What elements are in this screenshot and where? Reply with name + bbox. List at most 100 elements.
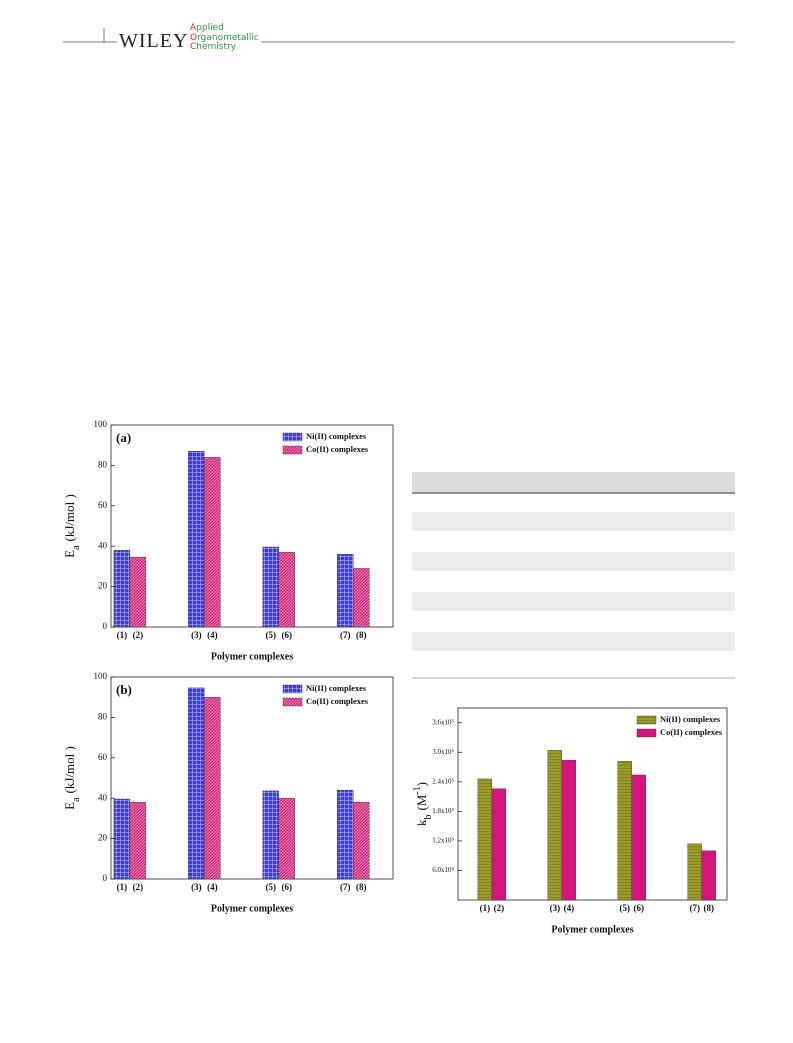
y-label-unit: ) — [414, 782, 429, 786]
table-row — [412, 512, 735, 531]
y-label-unit: (kJ/mol ) — [62, 494, 77, 541]
x-tick-label: (2) — [494, 903, 505, 913]
y-tick-label: 40 — [98, 792, 108, 802]
bar — [262, 546, 279, 628]
y-tick-label: 40 — [98, 540, 108, 550]
bar — [701, 850, 716, 901]
bar — [129, 802, 147, 880]
table-row — [412, 632, 735, 651]
bar — [617, 760, 632, 901]
panel-label: (b) — [116, 682, 132, 697]
x-tick-label: (4) — [207, 882, 218, 892]
publisher: WILEY — [117, 30, 191, 52]
x-tick-label: (4) — [564, 903, 575, 913]
legend-label: Ni(II) complexes — [306, 683, 367, 693]
legend-swatch — [282, 697, 303, 707]
x-tick-label: (5) — [266, 630, 277, 640]
y-axis-label: kb (M-1) — [412, 782, 434, 826]
y-axis-label: Ea (kJ/mol ) — [62, 494, 82, 558]
bar — [353, 802, 370, 880]
y-tick-label: 80 — [98, 459, 108, 469]
legend-label: Ni(II) complexes — [306, 431, 367, 441]
table-header — [412, 472, 735, 492]
x-tick-label: (1) — [117, 630, 128, 640]
bar — [204, 697, 221, 880]
bar — [687, 843, 702, 901]
x-tick-label: (6) — [282, 630, 293, 640]
bar — [262, 790, 279, 880]
x-axis-label: Polymer complexes — [211, 651, 293, 662]
y-tick-label: 3.0x10⁵ — [432, 748, 454, 756]
x-tick-label: (2) — [133, 882, 144, 892]
legend-swatch — [282, 432, 303, 442]
bar — [561, 759, 577, 901]
y-tick-label: 1.2x10⁵ — [432, 837, 454, 845]
bar — [547, 750, 563, 901]
x-tick-label: (8) — [356, 882, 367, 892]
x-tick-label: (4) — [207, 630, 218, 640]
x-tick-label: (5) — [266, 882, 277, 892]
journal-name: Applied Organometallic Chemistry — [190, 23, 261, 53]
legend-label: Co(II) complexes — [660, 727, 723, 737]
plot-frame — [110, 424, 394, 628]
legend-label: Co(II) complexes — [306, 444, 369, 454]
y-label-symbol: k — [414, 819, 429, 826]
table-row — [412, 552, 735, 571]
x-axis-label: Polymer complexes — [211, 903, 293, 914]
y-tick-label: 6.0x10⁴ — [432, 866, 454, 874]
y-tick-label: 1.8x10⁵ — [432, 807, 454, 815]
bar — [491, 788, 507, 901]
y-tick-label: 100 — [94, 419, 108, 429]
y-label-unit: (M — [414, 794, 429, 810]
legend-swatch — [636, 728, 657, 738]
bar — [477, 778, 493, 901]
x-tick-label: (6) — [282, 882, 293, 892]
x-tick-label: (3) — [191, 630, 202, 640]
x-tick-label: (7) — [340, 882, 351, 892]
bar — [278, 552, 295, 628]
journal-line: Chemistry — [190, 42, 237, 52]
y-tick-label: 80 — [98, 711, 108, 721]
x-tick-label: (3) — [550, 903, 561, 913]
bar — [113, 550, 131, 628]
y-label-subscript: b — [423, 815, 434, 820]
x-tick-label: (7) — [340, 630, 351, 640]
y-tick-label: 3.6x10⁵ — [432, 718, 454, 726]
y-tick-label: 100 — [94, 671, 108, 681]
x-tick-label: (6) — [634, 903, 645, 913]
y-tick-label: 60 — [98, 752, 108, 762]
y-axis-label: Ea (kJ/mol ) — [62, 746, 82, 810]
x-tick-label: (2) — [133, 630, 144, 640]
table-row — [412, 592, 735, 611]
bar — [188, 451, 205, 628]
y-label-symbol: E — [62, 802, 77, 810]
plot-frame — [457, 707, 728, 901]
journal-line: Applied — [190, 23, 224, 33]
y-label-subscript: a — [71, 797, 82, 802]
bar — [113, 798, 131, 880]
plot-frame — [110, 676, 394, 880]
panel-label: (a) — [116, 430, 131, 445]
y-tick-label: 2.4x10⁵ — [432, 777, 454, 785]
bar — [337, 554, 354, 628]
bar — [129, 556, 147, 628]
y-tick-label: 60 — [98, 500, 108, 510]
x-tick-label: (3) — [191, 882, 202, 892]
y-label-unit: (kJ/mol ) — [62, 746, 77, 793]
x-tick-label: (5) — [620, 903, 631, 913]
x-tick-label: (1) — [480, 903, 491, 913]
y-tick-label: 20 — [98, 833, 108, 843]
y-label-symbol: E — [62, 550, 77, 558]
bar — [337, 789, 354, 880]
y-tick-label: 0 — [103, 621, 108, 631]
bar — [631, 774, 646, 901]
y-label-superscript: -1 — [412, 786, 423, 794]
legend-swatch — [282, 684, 303, 694]
x-tick-label: (8) — [356, 630, 367, 640]
bar — [353, 568, 370, 628]
bar — [278, 798, 295, 880]
y-label-subscript: a — [71, 545, 82, 550]
legend-label: Co(II) complexes — [306, 696, 369, 706]
bar — [204, 457, 221, 628]
